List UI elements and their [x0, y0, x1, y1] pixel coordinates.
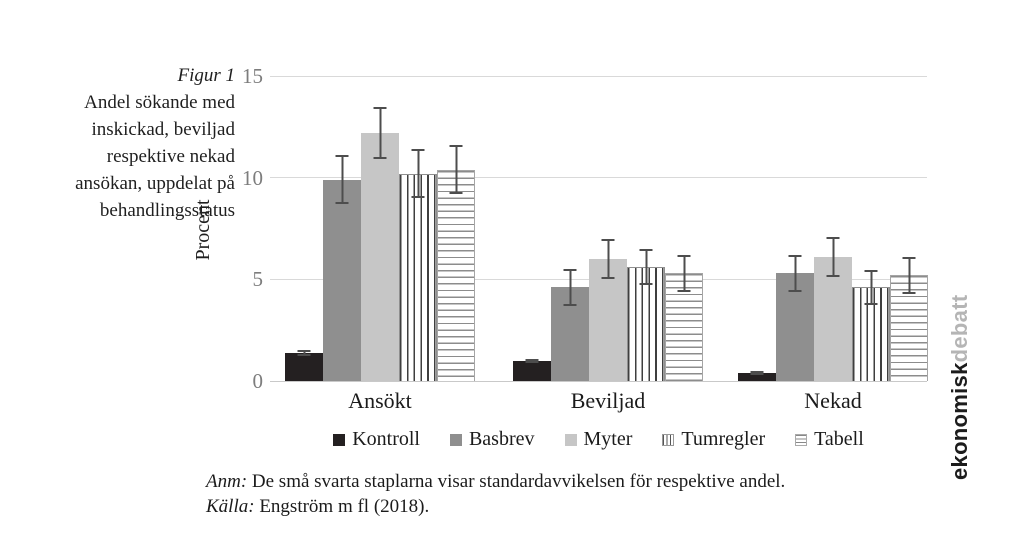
bar-kontroll-ans-kt [285, 352, 323, 381]
note-anm-text: De små svarta staplarna visar standardav… [251, 471, 786, 492]
error-bar-myter-ans-kt [373, 106, 387, 160]
bar-group-ans-kt [285, 76, 475, 381]
error-bar-kontroll-nekad [750, 370, 764, 375]
bar-slot [852, 76, 890, 381]
figure-notes: Anm: De små svarta staplarna visar stand… [206, 469, 785, 519]
error-bar-basbrev-beviljad [563, 269, 577, 306]
y-tick-label-10: 10 [242, 165, 263, 190]
y-tick-label-15: 15 [242, 64, 263, 88]
figure-number: Figur 1 [177, 65, 235, 86]
bar-tabell-ans-kt [437, 169, 475, 381]
bar-slot [399, 76, 437, 381]
y-tick-label-5: 5 [252, 267, 264, 292]
legend-label-basbrev: Basbrev [468, 428, 535, 450]
error-bar-myter-beviljad [601, 238, 615, 280]
bar-slot [323, 76, 361, 381]
bar-group-beviljad [513, 76, 703, 381]
error-bar-myter-nekad [826, 236, 840, 278]
bar-tumregler-ans-kt [399, 173, 437, 381]
bar-group-nekad [738, 76, 928, 381]
note-source-text: Engström m fl (2018). [259, 496, 430, 517]
figure-caption-line: Andel sökande med [84, 92, 235, 113]
gridline-15 [270, 75, 927, 77]
legend-swatch-kontroll [333, 433, 346, 446]
note-source-label: Källa: [206, 496, 255, 517]
error-bar-tabell-nekad [902, 256, 916, 294]
bar-slot [361, 76, 399, 381]
bar-slot [589, 76, 627, 381]
legend-swatch-myter [564, 433, 577, 446]
bar-slot [738, 76, 776, 381]
legend-swatch-tumregler [662, 433, 675, 446]
gridline-10 [270, 177, 927, 179]
figure-caption: Figur 1 Andel sökande med inskickad, bev… [30, 62, 235, 224]
x-category-label-nekad: Nekad [804, 388, 862, 413]
brand-part-2: debatt [947, 294, 972, 363]
error-bar-kontroll-beviljad [525, 358, 539, 363]
gridline-0 [270, 380, 927, 382]
bar-slot [814, 76, 852, 381]
error-bar-tumregler-nekad [864, 270, 878, 305]
x-category-label-beviljad: Beviljad [570, 388, 646, 413]
figure-caption-line: respektive nekad [106, 146, 235, 167]
bar-myter-nekad [814, 256, 852, 381]
bar-slot [890, 76, 928, 381]
error-bar-tumregler-beviljad [639, 248, 653, 286]
bar-kontroll-beviljad [513, 360, 551, 381]
error-bar-tabell-beviljad [677, 254, 691, 292]
legend-label-myter: Myter [583, 428, 633, 450]
figure-caption-line: behandlingsstatus [99, 200, 235, 221]
bar-slot [551, 76, 589, 381]
brand-part-1: ekonomisk [947, 362, 972, 480]
error-bar-basbrev-ans-kt [335, 155, 349, 205]
bar-slot [437, 76, 475, 381]
legend-label-tumregler: Tumregler [681, 428, 766, 450]
plot-area: 0 5 10 15 Ansökt Beviljad Nekad [242, 64, 928, 413]
legend-item-tabell: Tabell [795, 428, 864, 451]
note-source: Källa: Engström m fl (2018). [206, 494, 785, 519]
legend-swatch-basbrev [449, 433, 462, 446]
error-bar-kontroll-ans-kt [297, 349, 311, 356]
legend-item-kontroll: Kontroll [333, 428, 420, 451]
note-anm: Anm: De små svarta staplarna visar stand… [206, 469, 785, 494]
bar-basbrev-ans-kt [323, 179, 361, 381]
bar-slot [665, 76, 703, 381]
error-bar-tumregler-ans-kt [411, 149, 425, 198]
note-anm-label: Anm: [206, 471, 248, 492]
x-category-label-ans-kt: Ansökt [348, 388, 412, 413]
figure-caption-line: ansökan, uppdelat på [75, 173, 235, 194]
legend-item-basbrev: Basbrev [449, 428, 535, 451]
legend-swatch-tabell [795, 433, 808, 446]
bar-slot [513, 76, 551, 381]
legend-item-tumregler: Tumregler [662, 428, 765, 451]
bar-slot [627, 76, 665, 381]
error-bar-tabell-ans-kt [449, 145, 463, 194]
bar-slot [776, 76, 814, 381]
bar-tumregler-beviljad [627, 267, 665, 381]
brand-wordmark: ekonomiskdebatt [947, 295, 973, 480]
figure-caption-line: inskickad, beviljad [91, 119, 235, 140]
y-tick-label-0: 0 [252, 369, 264, 393]
bar-myter-ans-kt [361, 132, 399, 381]
legend-label-kontroll: Kontroll [352, 428, 420, 450]
y-axis-label: Procent [192, 199, 214, 261]
legend-label-tabell: Tabell [814, 428, 864, 450]
bar-kontroll-nekad [738, 372, 776, 381]
bar-slot [285, 76, 323, 381]
chart-legend: Kontroll Basbrev Myter Tumregler Tabell [270, 428, 927, 451]
legend-item-myter: Myter [564, 428, 633, 451]
error-bar-basbrev-nekad [788, 254, 802, 292]
